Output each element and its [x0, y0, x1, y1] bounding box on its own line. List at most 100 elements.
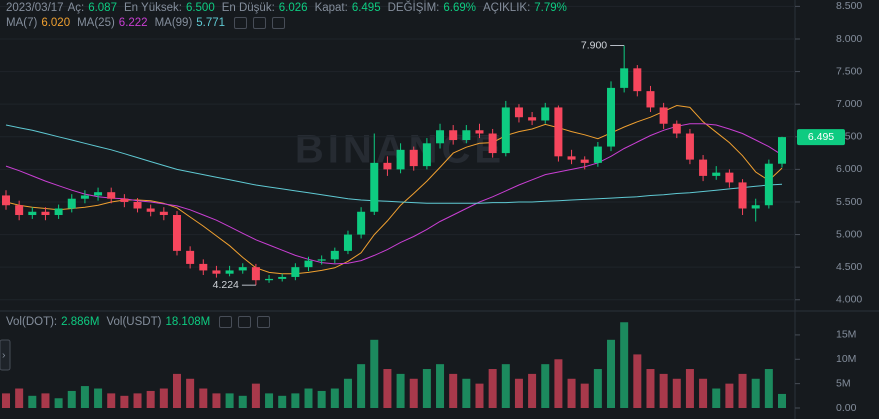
- y-tick-label: 5M: [836, 377, 851, 389]
- candle-body: [501, 107, 510, 154]
- volume-bar: [67, 390, 76, 408]
- price-label: 6.495: [808, 131, 834, 143]
- y-tick-label: 4.000: [836, 294, 862, 306]
- candle-body: [133, 201, 142, 209]
- toggle-visibility-button[interactable]: [219, 316, 233, 328]
- candle-body: [436, 130, 445, 144]
- field-value: 6.500: [185, 2, 215, 14]
- candle-body: [304, 260, 313, 268]
- volume-bar: [764, 369, 773, 408]
- settings-button[interactable]: [238, 316, 252, 328]
- date: 2023/03/17: [6, 2, 64, 14]
- volume-bar: [370, 339, 379, 408]
- volume-label: Vol(USDT): [106, 316, 162, 328]
- field-value: 6.026: [278, 2, 308, 14]
- candle-body: [317, 259, 326, 261]
- close-button[interactable]: [257, 316, 271, 328]
- annotation-label: 4.224: [213, 279, 239, 291]
- candle-body: [778, 137, 786, 164]
- volume-bar: [620, 322, 629, 408]
- volume-legend: Vol(DOT): 2.886M Vol(USDT) 18.108M: [6, 316, 271, 328]
- volume-bar: [593, 369, 602, 408]
- volume-bar: [554, 359, 563, 408]
- field-value: 6.087: [88, 2, 117, 14]
- candle-body: [712, 172, 721, 176]
- candle-body: [212, 270, 221, 274]
- field-label: DEĞİŞİM:: [387, 2, 440, 14]
- candle-body: [593, 146, 602, 163]
- candle-body: [278, 276, 287, 279]
- candle-body: [488, 133, 497, 154]
- candle-body: [751, 205, 760, 209]
- volume-bar: [449, 373, 458, 408]
- legend-label: MA(7): [6, 17, 38, 29]
- volume-bar: [436, 364, 445, 408]
- candle-body: [620, 68, 629, 88]
- volume-bar: [685, 369, 694, 408]
- candle-body: [567, 156, 576, 160]
- candle-body: [699, 159, 708, 176]
- volume-bar: [278, 395, 287, 408]
- y-tick-label: 0.00: [836, 402, 857, 414]
- candle-body: [462, 130, 471, 141]
- field-value: 7.79%: [534, 2, 567, 14]
- candle-body: [422, 143, 431, 167]
- field-label: En Düşük:: [221, 2, 275, 14]
- volume-bar: [317, 390, 326, 408]
- y-tick-label: 5.000: [836, 228, 862, 240]
- candle-body: [383, 162, 392, 170]
- settings-button[interactable]: [253, 17, 267, 29]
- candle-body: [107, 192, 116, 199]
- volume-bar: [514, 378, 523, 408]
- volume-value: 2.886M: [61, 316, 100, 328]
- ohlc-header: 2023/03/17 Aç: 6.087 En Yüksek: 6.500 En Düşü…: [6, 2, 570, 14]
- candle-body: [646, 91, 655, 108]
- close-button[interactable]: [272, 17, 286, 29]
- volume-bar: [501, 364, 510, 408]
- field-label: Kapat:: [314, 2, 348, 14]
- volume-bar: [672, 378, 681, 408]
- toggle-visibility-button[interactable]: [234, 17, 248, 29]
- candle-body: [2, 195, 10, 206]
- candle-body: [725, 172, 734, 183]
- collapse-button[interactable]: [0, 339, 11, 371]
- volume-bar: [357, 364, 366, 408]
- volume-bar: [659, 373, 668, 408]
- volume-bar: [778, 393, 786, 408]
- volume-bar: [343, 378, 352, 408]
- candle-body: [580, 159, 589, 163]
- field-label: Aç:: [67, 2, 85, 14]
- candle-body: [528, 117, 537, 121]
- volume-bar: [80, 386, 89, 408]
- volume-bar: [94, 388, 103, 408]
- candle-body: [514, 107, 523, 118]
- volume-bar: [633, 354, 642, 408]
- volume-bar: [646, 369, 655, 408]
- volume-label: Vol(DOT):: [6, 316, 58, 328]
- y-tick-label: 6.000: [836, 163, 862, 175]
- candle-body: [120, 198, 129, 202]
- volume-bar: [751, 378, 760, 408]
- volume-bar: [133, 393, 142, 408]
- candle-body: [357, 211, 366, 235]
- volume-bar: [738, 373, 747, 408]
- candle-body: [265, 278, 274, 281]
- candle-body: [172, 215, 181, 251]
- candle-body: [659, 107, 668, 124]
- volume-bar: [567, 378, 576, 408]
- collapse-icon[interactable]: ›: [2, 349, 6, 361]
- field-value: 6.495: [351, 2, 381, 14]
- volume-bar: [580, 383, 589, 408]
- volume-bar: [251, 383, 260, 408]
- volume-bar: [28, 395, 37, 408]
- candle-body: [554, 107, 563, 157]
- candle-body: [146, 208, 155, 212]
- volume-bar: [199, 388, 208, 408]
- volume-bar: [265, 393, 274, 408]
- legend-value: 6.020: [41, 17, 71, 29]
- legend-label: MA(99): [154, 17, 193, 29]
- candle-body: [475, 130, 484, 134]
- volume-bar: [186, 378, 195, 408]
- volume-bar: [330, 388, 339, 408]
- field-label: En Yüksek:: [123, 2, 182, 14]
